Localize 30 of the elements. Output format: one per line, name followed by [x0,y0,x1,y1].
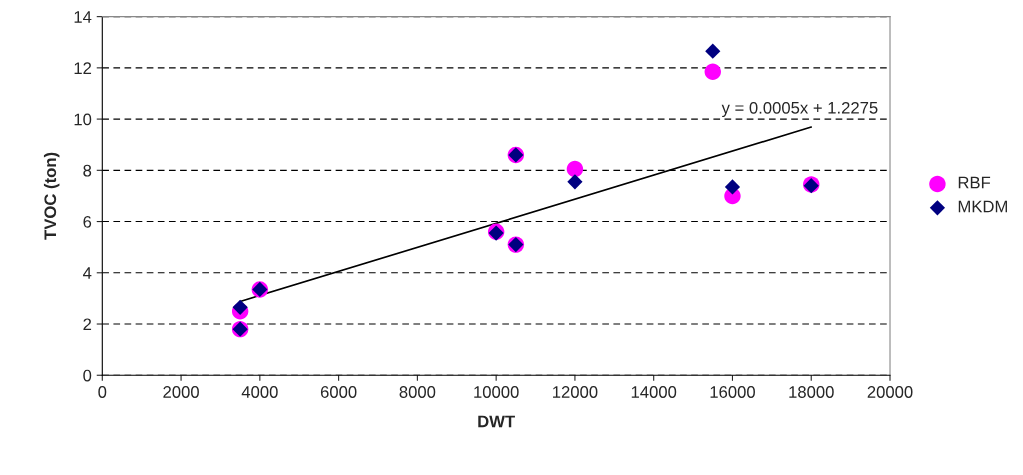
x-tick-label: 20000 [867,386,913,398]
point [566,160,584,178]
y-tick-label: 12 [74,62,92,74]
x-tick-label: 10000 [474,386,519,398]
y-tick-label: 6 [83,215,92,228]
y-axis-title: TVOC (ton) [43,152,60,240]
x-tick-label: 8000 [399,386,436,398]
x-tick-label: 2000 [163,386,199,398]
x-tick-label: 18000 [789,386,834,398]
x-tick-label: 6000 [320,386,357,398]
y-tick-label: 14 [74,11,92,23]
point [705,43,721,59]
annotation: y = 0.0005x + 1.2275 [721,101,878,118]
x-tick-label: 12000 [553,386,598,398]
y-tick-label: 8 [83,164,92,177]
legend-label: RBF [958,176,991,189]
y-tick-label: 4 [83,267,92,279]
x-tick-label: 4000 [241,386,278,398]
point [704,63,721,80]
y-tick-label: 2 [83,318,92,331]
point [724,179,741,195]
y-tick-label: 0 [83,369,92,382]
y-tick-label: 10 [74,113,92,126]
x-axis-title: DWT [478,415,515,428]
point [232,299,248,315]
x-tick-label: 16000 [710,386,755,398]
point [567,174,583,190]
x-tick-label: 14000 [631,386,677,398]
legend-label: MKDM [958,200,1007,213]
x-tick-label: 0 [98,386,107,398]
